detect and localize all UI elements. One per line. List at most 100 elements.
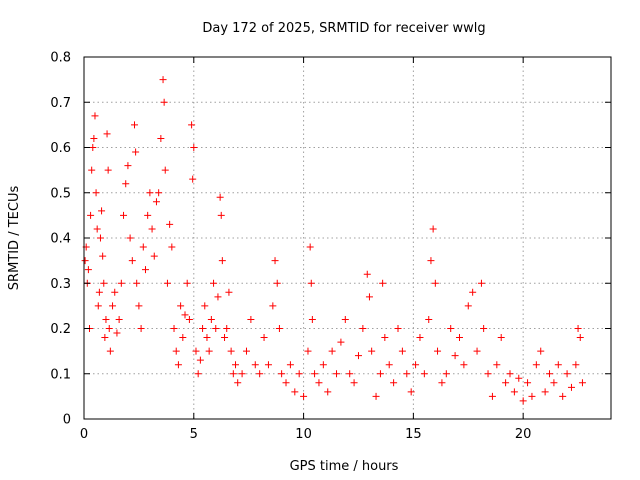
data-point (368, 347, 376, 355)
data-point (247, 315, 255, 323)
x-axis-label: GPS time / hours (290, 459, 399, 474)
data-point (442, 370, 450, 378)
data-point (96, 234, 104, 242)
data-point (554, 361, 562, 369)
data-point (81, 257, 89, 265)
data-point (105, 325, 113, 332)
data-point (183, 279, 191, 287)
y-tick-label: 0.1 (50, 367, 71, 382)
data-point (188, 121, 196, 129)
data-point (537, 347, 545, 355)
y-axis-label: SRMTID / TECUs (7, 186, 22, 291)
data-point (133, 279, 141, 287)
data-point (488, 392, 496, 400)
data-point (141, 266, 149, 274)
data-point (172, 347, 180, 355)
data-point (365, 293, 373, 301)
data-point (260, 334, 268, 342)
data-point (174, 361, 182, 369)
data-point (315, 379, 323, 387)
data-point (221, 334, 229, 342)
data-point (541, 388, 549, 396)
data-point (101, 334, 109, 342)
data-point (341, 315, 349, 323)
data-point (563, 370, 571, 378)
data-point (88, 166, 96, 174)
data-point (337, 338, 345, 346)
data-point (451, 352, 459, 360)
data-point (157, 134, 165, 142)
data-point (227, 347, 235, 355)
data-point (295, 370, 303, 378)
data-point (160, 98, 168, 106)
data-point (346, 370, 354, 378)
data-point (92, 189, 100, 197)
data-point (460, 361, 468, 369)
data-point (207, 315, 215, 323)
y-tick-label: 0.7 (50, 96, 71, 111)
data-point (304, 347, 312, 355)
data-point (161, 166, 169, 174)
data-point (273, 279, 281, 287)
data-point (91, 112, 99, 120)
data-point (229, 370, 237, 378)
data-point (464, 302, 472, 310)
data-point (199, 325, 207, 332)
data-point (100, 279, 108, 287)
data-point (333, 370, 341, 378)
x-tick-label: 5 (190, 427, 198, 442)
data-point (103, 130, 111, 138)
data-point (427, 257, 435, 265)
data-point (131, 121, 139, 129)
data-point (311, 370, 319, 378)
data-point (203, 334, 211, 342)
data-point (576, 334, 584, 342)
data-point (113, 329, 121, 337)
axis-tick-labels: 0 0.1 0.2 0.3 0.4 0.5 0.6 0.7 0.8 0 5 10 15 20 (50, 51, 531, 443)
data-point (574, 325, 582, 332)
axis-ticks (83, 56, 611, 420)
data-point (205, 347, 213, 355)
data-point (90, 134, 98, 142)
data-point (120, 211, 128, 219)
x-tick-label: 15 (405, 427, 422, 442)
data-point (104, 166, 112, 174)
data-point (185, 315, 193, 323)
plot-frame (83, 56, 612, 420)
data-point (567, 383, 575, 391)
data-point (434, 347, 442, 355)
data-point (269, 302, 277, 310)
data-point (510, 388, 518, 396)
data-point (256, 370, 264, 378)
data-point (379, 279, 387, 287)
data-point (210, 279, 218, 287)
data-point (477, 279, 485, 287)
data-point (291, 388, 299, 396)
data-point (431, 279, 439, 287)
data-point (324, 388, 332, 396)
data-point (155, 189, 163, 197)
data-point (242, 347, 250, 355)
data-point (354, 352, 362, 360)
y-tick-label: 0 (63, 413, 71, 428)
data-point (372, 392, 380, 400)
data-point (146, 189, 154, 197)
data-point (306, 243, 314, 251)
data-point (251, 361, 259, 369)
data-point (412, 361, 420, 369)
data-point (234, 379, 242, 387)
data-point (282, 379, 290, 387)
data-point (264, 361, 272, 369)
data-point (152, 198, 160, 206)
data-point (84, 266, 92, 274)
data-point (307, 279, 315, 287)
data-point (519, 397, 527, 405)
data-point (493, 361, 501, 369)
data-point (502, 379, 510, 387)
data-point (484, 370, 492, 378)
data-point (278, 370, 286, 378)
data-point (416, 334, 424, 342)
data-point (192, 347, 200, 355)
y-tick-label: 0.6 (50, 141, 71, 156)
